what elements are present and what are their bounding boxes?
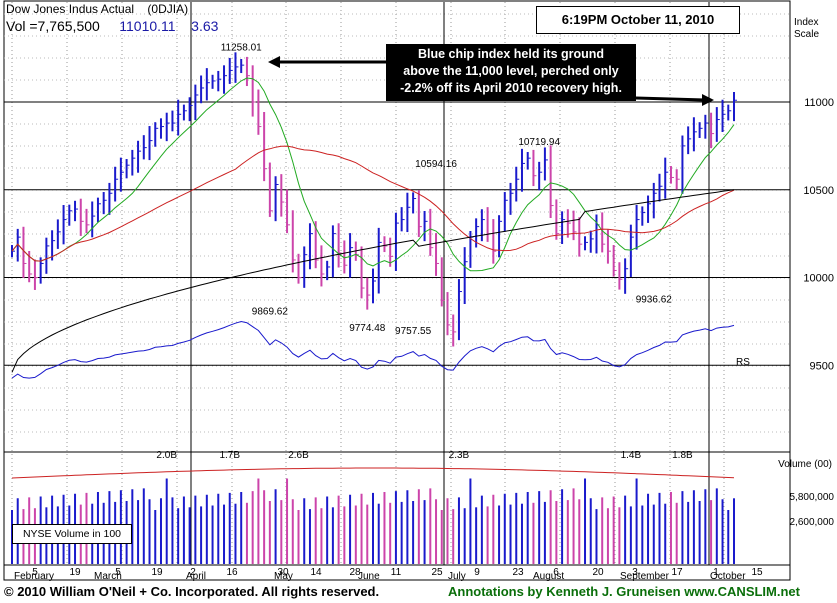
month-label: February	[14, 571, 54, 581]
x-tick-label: 17	[671, 567, 683, 578]
x-tick-label: 30	[277, 567, 289, 578]
last-price: 11010.11	[119, 18, 176, 34]
x-tick-label: 11	[391, 567, 402, 578]
volume-average-line	[11, 467, 735, 479]
annotation-line: Blue chip index held its ground	[417, 47, 605, 61]
annotation-line: -2.2% off its April 2010 recovery high.	[400, 81, 622, 95]
x-tick-label: 28	[349, 567, 361, 578]
rs-line	[11, 320, 735, 379]
ma-200-line	[11, 189, 735, 373]
price-axis-label: 10000	[803, 273, 834, 285]
x-tick-label: 25	[431, 567, 443, 578]
price-label: 9936.62	[636, 295, 673, 306]
x-tick-label: 3	[632, 567, 638, 578]
x-tick-label: 2	[190, 567, 196, 578]
index-scale-label: Index Scale	[794, 17, 819, 41]
x-tick-label: 19	[151, 567, 163, 578]
ma-short-line	[11, 77, 735, 272]
footer: © 2010 William O'Neil + Co. Incorporated…	[0, 581, 837, 603]
x-tick-label: 19	[69, 567, 81, 578]
copyright-text: © 2010 William O'Neil + Co. Incorporated…	[4, 584, 380, 599]
price-change: 3.63	[191, 18, 219, 34]
nyse-volume-box: NYSE Volume in 100	[12, 524, 132, 544]
month-label: April	[186, 571, 206, 581]
x-tick-label: 5	[115, 567, 121, 578]
month-label: June	[358, 571, 380, 581]
price-label: 9757.55	[395, 326, 432, 337]
annotations-credit: Annotations by Kenneth J. Gruneisen www.…	[448, 584, 800, 599]
volume-label: 2.0B	[156, 450, 177, 461]
x-tick-label: 5	[32, 567, 38, 578]
volume-label: 2.3B	[449, 450, 470, 461]
month-label: May	[274, 571, 293, 581]
month-label: July	[448, 571, 466, 581]
callout-arrow-right	[635, 96, 706, 102]
volume-label: 1.8B	[672, 450, 693, 461]
x-tick-label: 20	[592, 567, 604, 578]
index-scale-line-2: Scale	[794, 29, 820, 40]
month-label: August	[533, 571, 564, 581]
volume-readout: Vol =7,765,500	[6, 18, 100, 34]
ma-50-line	[11, 145, 735, 262]
price-label: 10719.94	[518, 137, 560, 148]
volume-tick-label: 2,600,000	[790, 517, 835, 528]
volume-label: 1.4B	[621, 450, 642, 461]
chart-title: Dow Jones Indus Actual (0DJIA)	[6, 2, 189, 16]
price-label: 9869.62	[252, 306, 289, 317]
price-label: 11258.01	[221, 43, 262, 54]
x-tick-label: 1	[713, 567, 719, 578]
date-axis-frame	[3, 564, 791, 581]
x-tick-label: 6	[553, 567, 559, 578]
month-label: September	[620, 571, 670, 581]
annotation-line: above the 11,000 level, perched only	[403, 64, 619, 78]
volume-label: 2.6B	[288, 450, 309, 461]
x-tick-label: 9	[474, 567, 480, 578]
price-axis-label: 11000	[804, 97, 834, 109]
price-label: 10594.16	[415, 159, 457, 170]
price-axis-label: 10500	[803, 185, 834, 197]
price-axis-label: 9500	[810, 360, 834, 372]
annotation-callout: Blue chip index held its ground above th…	[386, 44, 636, 101]
x-tick-label: 23	[512, 567, 524, 578]
index-scale-line-1: Index	[794, 17, 819, 28]
volume-label: 1.7B	[219, 450, 240, 461]
price-label: 9774.48	[349, 323, 386, 334]
x-tick-label: 16	[226, 567, 238, 578]
timestamp-box: 6:19PM October 11, 2010	[536, 6, 740, 34]
month-label: March	[94, 571, 122, 581]
x-tick-label: 15	[751, 567, 763, 578]
volume-axis-label: Volume (00)	[778, 459, 832, 470]
month-label: October	[710, 571, 746, 581]
volume-panel-frame	[3, 451, 791, 566]
callout-arrowhead-left	[268, 56, 280, 68]
callout-arrowhead-right	[702, 94, 714, 106]
x-tick-label: 14	[310, 567, 322, 578]
volume-tick-label: 5,800,000	[790, 492, 835, 503]
volume-readout-row: Vol =7,765,500 11010.11 3.63	[6, 18, 218, 34]
rs-label: RS	[736, 357, 750, 368]
